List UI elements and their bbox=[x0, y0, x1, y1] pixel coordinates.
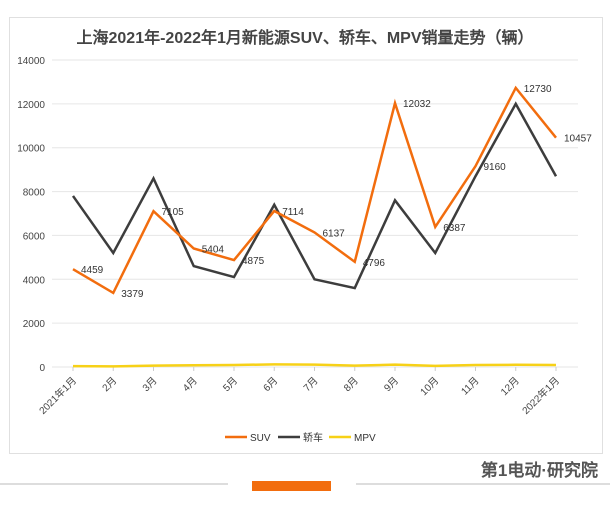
y-tick-label: 8000 bbox=[23, 188, 46, 199]
y-tick-label: 0 bbox=[39, 363, 45, 374]
legend-label: 轿车 bbox=[303, 431, 323, 444]
data-label: 3379 bbox=[121, 289, 144, 300]
data-label: 6387 bbox=[443, 223, 466, 234]
x-tick-label: 2021年1月 bbox=[36, 374, 79, 417]
data-label: 7105 bbox=[162, 207, 185, 218]
y-tick-label: 4000 bbox=[23, 275, 46, 286]
data-label: 4459 bbox=[81, 265, 104, 276]
legend-label: SUV bbox=[250, 433, 271, 444]
data-label: 5404 bbox=[202, 244, 225, 255]
x-tick-label: 6月 bbox=[261, 375, 280, 394]
divider-right bbox=[356, 483, 610, 485]
y-tick-label: 2000 bbox=[23, 319, 46, 330]
legend-label: MPV bbox=[354, 433, 376, 444]
brand-logo: 第1电动·研究院 bbox=[480, 461, 598, 480]
x-tick-label: 3月 bbox=[140, 375, 159, 394]
y-tick-label: 14000 bbox=[17, 56, 45, 67]
data-label: 10457 bbox=[564, 134, 592, 145]
x-tick-label: 4月 bbox=[180, 375, 199, 394]
data-label: 7114 bbox=[282, 207, 304, 218]
data-label: 4796 bbox=[363, 258, 386, 269]
y-tick-label: 12000 bbox=[17, 100, 45, 111]
x-tick-label: 7月 bbox=[301, 375, 320, 394]
chart-title: 上海2021年-2022年1月新能源SUV、轿车、MPV销量走势（辆） bbox=[76, 30, 534, 47]
x-tick-label: 2月 bbox=[100, 375, 119, 394]
line-chart: 0 2000 4000 6000 8000 10000 12000 14000 2021年1月 2… bbox=[17, 56, 592, 444]
x-tick-label: 2022年1月 bbox=[519, 374, 562, 417]
data-label: 12032 bbox=[403, 99, 431, 110]
accent-bar bbox=[252, 481, 331, 491]
x-tick-label: 9月 bbox=[382, 375, 401, 394]
y-tick-label: 10000 bbox=[17, 144, 45, 155]
x-tick-label: 10月 bbox=[418, 375, 441, 398]
series-line-MPV bbox=[72, 363, 557, 368]
series-line-轿车 bbox=[71, 101, 558, 290]
data-label: 6137 bbox=[323, 228, 346, 239]
data-label: 12730 bbox=[524, 84, 552, 95]
x-tick-label: 12月 bbox=[498, 375, 521, 398]
series-line-SUV bbox=[72, 85, 557, 295]
x-tick-label: 8月 bbox=[341, 375, 360, 394]
data-label: 9160 bbox=[484, 162, 507, 173]
divider-left bbox=[0, 483, 228, 485]
data-label: 4875 bbox=[242, 256, 265, 267]
x-tick-label: 5月 bbox=[221, 375, 240, 394]
x-tick-label: 11月 bbox=[459, 375, 482, 398]
y-tick-label: 6000 bbox=[23, 231, 46, 242]
